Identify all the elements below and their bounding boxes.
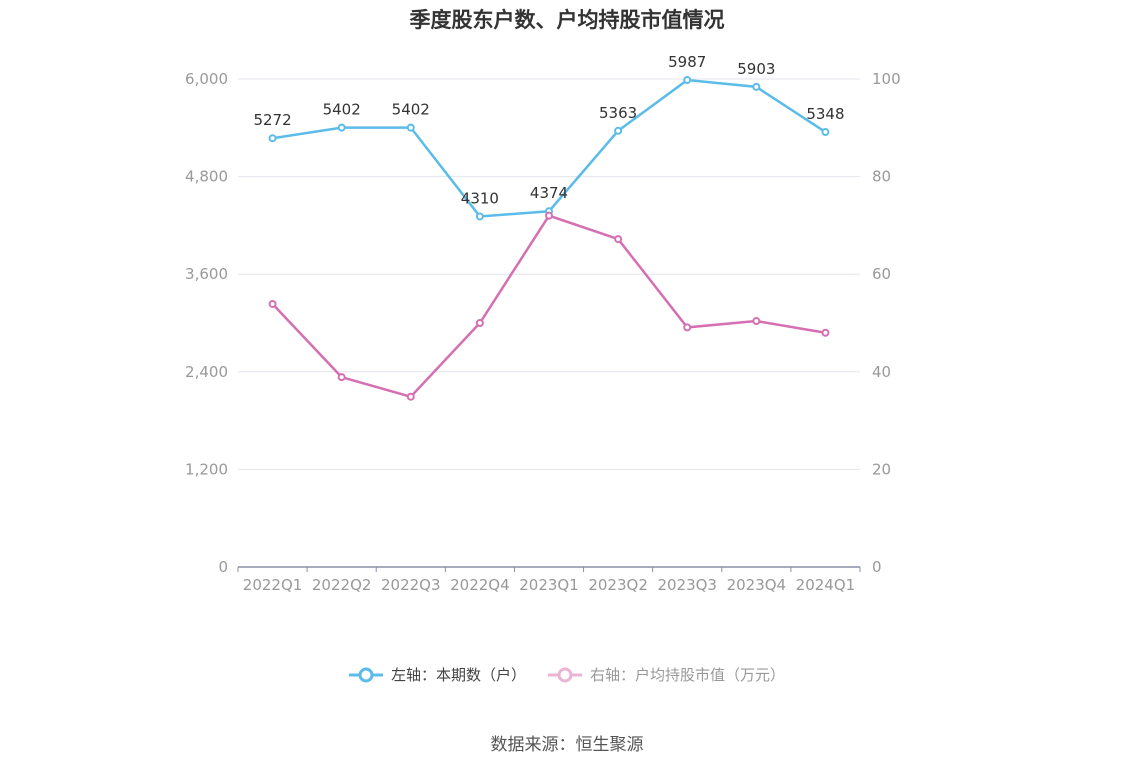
x-tick-label: 2024Q1 [796,576,856,594]
data-point-right [683,323,692,332]
axes: 0 0 1,200 20 2,400 40 3,600 60 4,800 80 6,000 100 20… [185,70,901,594]
data-labels: 5272 5402 5402 4310 4374 5363 5987 5903 5348 [253,53,844,207]
data-label: 4374 [530,184,568,202]
y-left-tick-label: 6,000 [185,70,228,88]
y-right-tick-label: 40 [872,363,891,381]
y-left-tick-label: 2,400 [185,363,228,381]
data-point-right [406,392,415,401]
data-point-left [268,134,277,143]
y-right-tick-label: 80 [872,168,891,186]
y-right-tick-label: 100 [872,70,901,88]
legend-right-label: 右轴：户均持股市值（万元） [590,666,786,684]
x-tick-label: 2022Q4 [450,576,510,594]
data-point-left [683,76,692,85]
x-tick-label: 2022Q1 [243,576,303,594]
x-tick-label: 2023Q3 [657,576,717,594]
data-source: 数据来源：恒生聚源 [490,735,644,755]
x-tick-label: 2023Q4 [727,576,787,594]
data-point-right [821,328,830,337]
chart-title: 季度股东户数、户均持股市值情况 [409,8,725,32]
data-label: 5363 [599,104,637,122]
data-point-right [752,317,761,326]
y-left-tick-label: 4,800 [185,168,228,186]
data-point-right [614,235,623,244]
data-label: 5402 [392,101,430,119]
data-label: 4310 [461,189,499,207]
data-label: 5348 [806,105,844,123]
x-tick-label: 2023Q1 [519,576,579,594]
legend-left-line-icon [348,667,383,682]
data-label: 5903 [737,60,775,78]
legend-item-right[interactable]: 右轴：户均持股市值（万元） [548,664,785,685]
data-point-right [268,299,277,308]
grid-lines [238,78,860,470]
data-label: 5402 [323,101,361,119]
data-label: 5272 [253,111,291,129]
data-point-right [545,211,553,220]
data-point-right [337,373,346,382]
data-label: 5987 [668,53,706,71]
x-tick-label: 2023Q2 [588,576,648,594]
series-lines [268,76,830,401]
legend-left-label: 左轴：本期数（户） [390,666,526,684]
legend-right-line-icon [548,667,582,682]
data-point-left [475,212,484,221]
data-point-left [406,123,415,132]
data-point-right [475,319,484,327]
legend: 左轴：本期数（户） 右轴：户均持股市值（万元） [0,664,1134,685]
x-tick-label: 2022Q3 [381,576,441,594]
y-right-tick-label: 20 [872,460,891,478]
data-point-left [821,128,830,137]
y-left-tick-label: 3,600 [185,265,228,283]
data-point-left [752,82,761,91]
y-right-tick-label: 0 [872,558,882,576]
y-left-tick-label: 0 [218,558,228,576]
y-left-tick-label: 1,200 [185,460,228,478]
y-right-tick-label: 60 [872,265,891,283]
data-point-left [614,126,623,135]
data-point-left [337,123,346,132]
series-line-right [271,214,826,399]
x-tick-label: 2022Q2 [312,576,372,594]
legend-item-left[interactable]: 左轴：本期数（户） [348,664,526,685]
